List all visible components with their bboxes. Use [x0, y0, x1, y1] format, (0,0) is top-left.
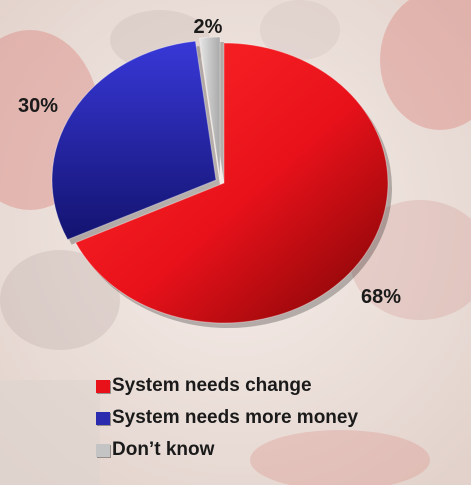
legend-label-more-money: System needs more money	[112, 407, 359, 428]
legend-label-dont-know: Don’t know	[112, 439, 215, 460]
legend-item-dont-know: Don’t know	[96, 434, 358, 466]
legend-swatch-more-money	[96, 411, 110, 425]
pie-label-change: 68%	[361, 286, 401, 308]
pie-slice-more-money	[51, 40, 217, 241]
legend-swatch-change	[96, 379, 110, 393]
legend: System needs change System needs more mo…	[96, 370, 358, 466]
legend-item-more-money: System needs more money	[96, 402, 358, 434]
pie-label-more-money: 30%	[18, 95, 58, 117]
legend-item-change: System needs change	[96, 370, 358, 402]
pie-slice-change	[74, 42, 389, 324]
legend-swatch-dont-know	[96, 443, 110, 457]
pie-label-dont-know: 2%	[194, 16, 223, 38]
pie-slice-dont-know	[198, 36, 221, 178]
legend-label-change: System needs change	[112, 375, 312, 396]
